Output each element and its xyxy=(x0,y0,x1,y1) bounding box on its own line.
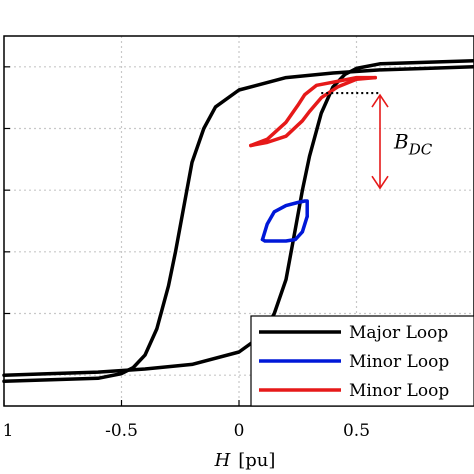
series-2-branch-0 xyxy=(249,75,378,148)
series-group xyxy=(2,58,474,384)
series-1-branch-0 xyxy=(260,199,309,242)
annotation-group: BDC xyxy=(321,91,433,190)
x-tick-label: 0 xyxy=(234,421,245,441)
y-ticks xyxy=(4,66,10,376)
legend-label-1: Minor Loop xyxy=(349,352,449,372)
series-0-branch-1 xyxy=(2,58,474,377)
bdc-label-main: B xyxy=(393,130,409,154)
series-0-branch-0 xyxy=(2,65,474,384)
x-axis-label-text: H [pu] xyxy=(214,450,276,471)
x-axis-label: H [pu] xyxy=(214,450,276,471)
legend-label-0: Major Loop xyxy=(349,323,448,343)
bdc-label-sub: DC xyxy=(408,141,433,159)
bdc-arrow-head-bottom xyxy=(371,175,389,190)
x-ticks: 1 -0.5 0 0.5 xyxy=(3,400,370,441)
x-tick-label: -0.5 xyxy=(105,421,138,441)
x-axis-label-unit: [pu] xyxy=(238,450,275,471)
x-tick-label: 1 xyxy=(3,421,14,441)
legend: Major Loop Minor Loop Minor Loop xyxy=(250,315,474,407)
bdc-label: BDC xyxy=(393,130,433,159)
bdc-arrow-head-top xyxy=(371,93,389,108)
x-axis-label-symbol: H xyxy=(214,450,231,471)
legend-label-2: Minor Loop xyxy=(349,381,449,401)
series-1-branch-1 xyxy=(260,214,309,243)
x-tick-label: 0.5 xyxy=(343,421,370,441)
series-2-branch-1 xyxy=(249,75,378,148)
